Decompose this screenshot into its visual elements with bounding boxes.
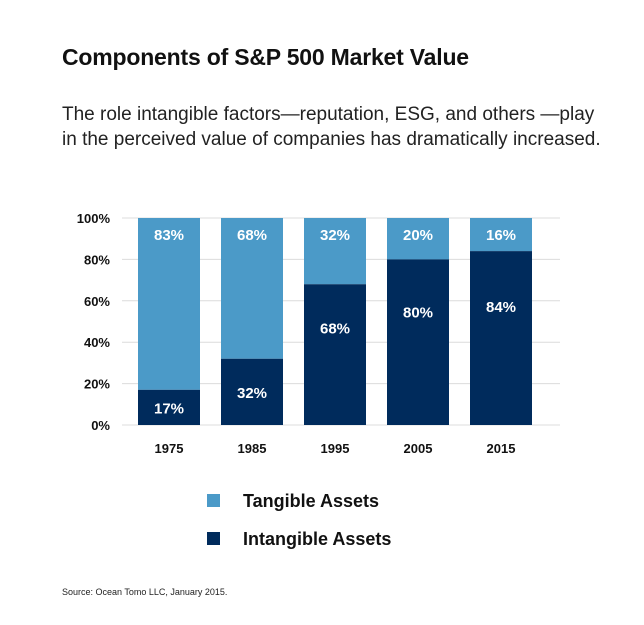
- bars: [138, 218, 532, 425]
- bar-labels: 83% 17% 68% 32% 32% 68% 20% 80% 16% 84%: [154, 227, 516, 417]
- data-label-intangible: 32%: [237, 385, 267, 402]
- y-tick-label: 60%: [84, 294, 110, 309]
- legend-swatch: [207, 494, 220, 507]
- source-note: Source: Ocean Tomo LLC, January 2015.: [62, 587, 228, 597]
- bar-intangible: [304, 284, 366, 425]
- bar-tangible: [470, 218, 532, 252]
- y-tick-label: 40%: [84, 335, 110, 350]
- bar-tangible: [304, 218, 366, 285]
- bar-tangible: [138, 218, 200, 390]
- bar-intangible: [387, 259, 449, 425]
- y-axis: 0% 20% 40% 60% 80% 100%: [77, 211, 111, 433]
- x-tick-label: 1975: [155, 441, 184, 456]
- bar-tangible: [387, 218, 449, 260]
- data-label-tangible: 68%: [237, 227, 267, 244]
- legend-swatch: [207, 532, 220, 545]
- data-label-tangible: 20%: [403, 227, 433, 244]
- bar-tangible: [221, 218, 283, 359]
- data-label-intangible: 68%: [320, 321, 350, 338]
- data-label-intangible: 84%: [486, 299, 516, 316]
- x-tick-label: 1995: [321, 441, 350, 456]
- bar-intangible: [470, 251, 532, 425]
- legend-label: Intangible Assets: [243, 529, 391, 549]
- data-label-tangible: 16%: [486, 227, 516, 244]
- bar-intangible: [221, 358, 283, 425]
- x-tick-label: 2015: [487, 441, 516, 456]
- y-tick-label: 100%: [77, 211, 111, 226]
- data-label-intangible: 17%: [154, 400, 184, 417]
- legend-label: Tangible Assets: [243, 491, 379, 511]
- y-tick-label: 20%: [84, 377, 110, 392]
- bar-intangible: [138, 389, 200, 425]
- y-tick-label: 80%: [84, 252, 110, 267]
- data-label-intangible: 80%: [403, 304, 433, 321]
- chart-title: Components of S&P 500 Market Value: [62, 44, 469, 70]
- y-tick-label: 0%: [91, 418, 110, 433]
- x-tick-label: 1985: [238, 441, 267, 456]
- chart-subtitle: The role intangible factors—reputation, …: [62, 104, 601, 150]
- x-tick-label: 2005: [404, 441, 433, 456]
- data-label-tangible: 83%: [154, 227, 184, 244]
- legend: Tangible Assets Intangible Assets: [207, 491, 391, 549]
- data-label-tangible: 32%: [320, 227, 350, 244]
- x-axis: 1975 1985 1995 2005 2015: [155, 441, 516, 456]
